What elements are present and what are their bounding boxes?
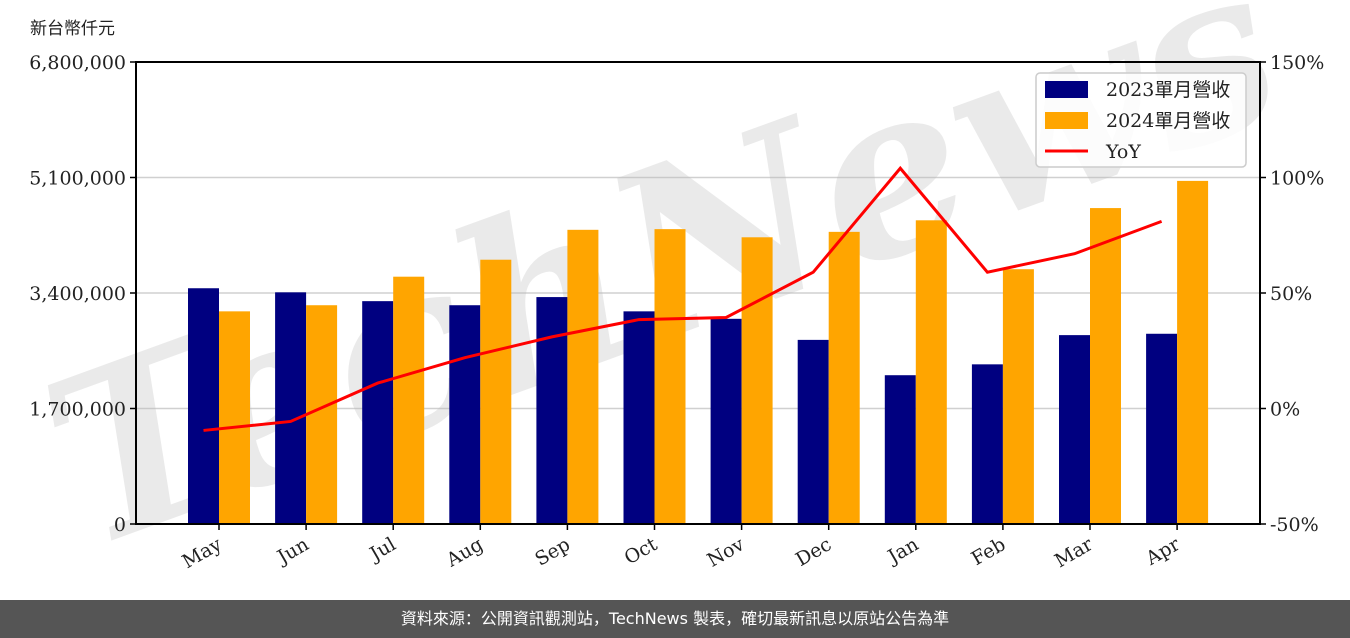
bar-2024單月營收-Dec bbox=[828, 231, 860, 524]
bar-2024單月營收-Sep bbox=[567, 229, 599, 525]
y2-tick-label: 50% bbox=[1270, 283, 1312, 305]
y-tick-label: 6,800,000 bbox=[29, 52, 126, 74]
y-tick-label: 3,400,000 bbox=[29, 283, 126, 305]
bar-2023單月營收-Dec bbox=[797, 339, 829, 524]
x-tick-label: Sep bbox=[531, 533, 574, 570]
legend-box bbox=[1035, 72, 1247, 168]
bar-2024單月營收-Apr bbox=[1177, 180, 1209, 524]
bar-2023單月營收-Jan bbox=[884, 375, 916, 524]
bar-2024單月營收-Jun bbox=[306, 305, 338, 524]
x-tick-label: Jun bbox=[272, 533, 313, 569]
source-footer: 資料來源：公開資訊觀測站，TechNews 製表，確切最新訊息以原站公告為準 bbox=[0, 600, 1350, 638]
x-tick-label: Nov bbox=[703, 533, 748, 572]
x-tick-label: Feb bbox=[968, 533, 1010, 570]
bar-2023單月營收-Apr bbox=[1146, 333, 1178, 524]
bar-2024單月營收-Jul bbox=[393, 276, 425, 524]
bar-2024單月營收-Aug bbox=[480, 259, 512, 524]
y-axis-unit-label: 新台幣仟元 bbox=[30, 19, 115, 39]
bar-2023單月營收-Nov bbox=[710, 318, 742, 524]
yoy-line bbox=[203, 165, 1163, 432]
y-tick-label: 0 bbox=[114, 514, 126, 536]
legend-label-2: YoY bbox=[1105, 141, 1141, 163]
legend-label-1: 2024單月營收 bbox=[1106, 110, 1230, 132]
x-tick-label: Aug bbox=[442, 533, 487, 572]
y-tick-label: 5,100,000 bbox=[29, 168, 126, 190]
bar-2023單月營收-Jun bbox=[275, 292, 307, 524]
x-tick-label: Jul bbox=[365, 533, 400, 566]
y2-tick-label: 0% bbox=[1270, 399, 1300, 421]
bar-2023單月營收-Sep bbox=[536, 297, 568, 524]
bar-2023單月營收-Mar bbox=[1059, 335, 1090, 524]
bar-2023單月營收-Oct bbox=[623, 311, 655, 524]
y2-tick-label: -50% bbox=[1270, 514, 1319, 536]
x-tick-label: Oct bbox=[621, 533, 662, 569]
x-tick-label: Apr bbox=[1141, 533, 1184, 570]
bar-2024單月營收-Jan bbox=[915, 220, 947, 524]
y-tick-label: 1,700,000 bbox=[29, 399, 126, 421]
legend-swatch-0 bbox=[1045, 81, 1088, 98]
legend-swatch-1 bbox=[1045, 112, 1088, 129]
legend-label-0: 2023單月營收 bbox=[1106, 79, 1230, 101]
bar-2023單月營收-Aug bbox=[449, 305, 481, 524]
bar-2023單月營收-Feb bbox=[971, 364, 1003, 524]
x-tick-label: Jan bbox=[883, 533, 923, 569]
x-tick-label: Dec bbox=[792, 533, 835, 571]
y2-tick-label: 100% bbox=[1270, 168, 1324, 190]
bar-2024單月營收-May bbox=[219, 311, 250, 524]
y2-tick-label: 150% bbox=[1270, 52, 1324, 74]
bar-2023單月營收-May bbox=[188, 288, 219, 524]
bar-2024單月營收-Mar bbox=[1090, 208, 1121, 524]
revenue-chart: TechNews01,700,0003,400,0005,100,0006,80… bbox=[14, 0, 1324, 600]
bar-2024單月營收-Oct bbox=[654, 229, 686, 524]
bar-2024單月營收-Nov bbox=[741, 237, 773, 524]
bar-2023單月營收-Jul bbox=[362, 301, 394, 524]
x-tick-label: Mar bbox=[1051, 533, 1097, 572]
bar-2024單月營收-Feb bbox=[1002, 269, 1034, 524]
